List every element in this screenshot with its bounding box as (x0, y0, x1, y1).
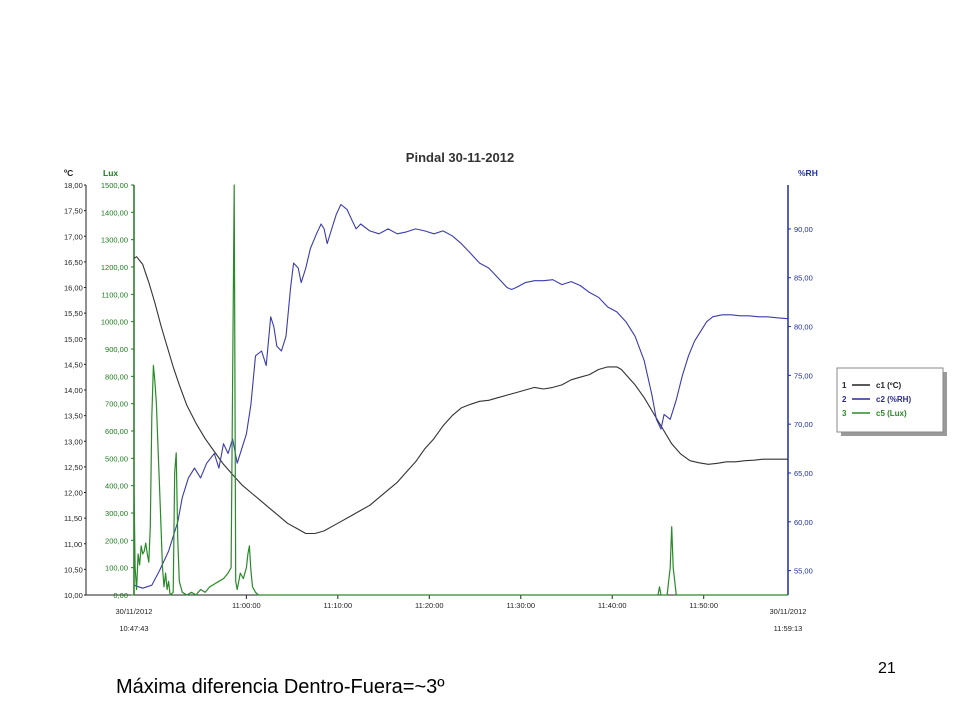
temp-axis-label: ºC (64, 168, 73, 178)
rh-tick-label: 75,00 (794, 371, 813, 380)
page-number: 21 (878, 660, 896, 677)
x-tick-label: 11:30:00 (506, 601, 535, 610)
rh-axis-label: %RH (798, 168, 818, 178)
lux-tick-label: 1500,00 (101, 181, 128, 190)
lux-tick-label: 1100,00 (101, 290, 128, 299)
lux-axis-label: Lux (103, 168, 118, 178)
chart-axes: ºC Lux %RH 10,00 10,50 11,00 11,50 12,00 12,50 13… (64, 168, 818, 633)
rh-tick-label: 65,00 (794, 469, 813, 478)
x-end-time: 11:59:13 (774, 624, 803, 633)
lux-tick-label: 500,00 (105, 454, 128, 463)
rh-tick-label: 90,00 (794, 225, 813, 234)
slide-caption: Máxima diferencia Dentro-Fuera=~3º (116, 676, 445, 698)
x-tick-label: 11:50:00 (689, 601, 718, 610)
legend-entry-label: c5 (Lux) (876, 409, 907, 418)
temp-tick-label: 14,50 (64, 360, 83, 369)
lux-tick-label: 1200,00 (101, 263, 128, 272)
temp-tick-label: 18,00 (64, 181, 83, 190)
legend[interactable]: 1 c1 (ºC) 2 c2 (%RH) 3 c5 (Lux) (836, 367, 947, 436)
chart-series (133, 184, 789, 596)
x-tick-label: 11:20:00 (415, 601, 444, 610)
lux-tick-label: 700,00 (105, 400, 128, 409)
temp-tick-label: 11,50 (64, 514, 82, 523)
lux-tick-label: 300,00 (105, 509, 128, 518)
temp-tick-label: 16,50 (64, 258, 83, 267)
rh-tick-label: 85,00 (794, 274, 813, 283)
rh-tick-label: 80,00 (794, 323, 813, 332)
temp-tick-label: 12,50 (64, 463, 83, 472)
temp-tick-label: 17,50 (64, 207, 83, 216)
lux-tick-label: 200,00 (105, 536, 128, 545)
temp-tick-label: 17,00 (64, 232, 83, 241)
lux-tick-label: 400,00 (105, 482, 128, 491)
legend-box (836, 367, 944, 433)
rh-tick-label: 70,00 (794, 420, 813, 429)
x-start-date: 30/11/2012 (116, 607, 153, 616)
x-end-date: 30/11/2012 (770, 607, 807, 616)
x-tick-label: 11:00:00 (232, 601, 261, 610)
lux-tick-label: 1300,00 (101, 236, 128, 245)
temp-tick-label: 10,00 (64, 591, 83, 600)
temp-tick-label: 10,50 (64, 565, 83, 574)
temp-tick-label: 14,00 (64, 386, 83, 395)
temp-tick-label: 12,00 (64, 489, 83, 498)
x-start-time: 10:47:43 (119, 624, 148, 633)
x-tick-label: 11:10:00 (324, 601, 353, 610)
legend-entry-label: c1 (ºC) (876, 381, 901, 390)
temp-tick-label: 13,00 (64, 437, 83, 446)
lux-tick-label: 0,00 (113, 591, 128, 600)
lux-tick-label: 1400,00 (101, 208, 128, 217)
chart-title: Pindal 30-11-2012 (406, 150, 514, 165)
legend-entry-number: 2 (842, 395, 847, 404)
temp-tick-label: 11,00 (64, 540, 82, 549)
lux-tick-label: 600,00 (105, 427, 128, 436)
legend-entry-number: 1 (842, 381, 847, 390)
lux-tick-label: 800,00 (105, 372, 128, 381)
rh-tick-label: 60,00 (794, 518, 813, 527)
legend-entry-number: 3 (842, 409, 847, 418)
series-line-humidity (133, 203, 789, 589)
x-tick-label: 11:40:00 (598, 601, 627, 610)
lux-tick-label: 1000,00 (101, 318, 128, 327)
lux-tick-label: 100,00 (105, 564, 128, 573)
rh-tick-label: 55,00 (794, 567, 813, 576)
legend-entry-label: c2 (%RH) (876, 395, 911, 404)
lux-tick-label: 900,00 (105, 345, 128, 354)
temp-tick-label: 15,50 (64, 309, 83, 318)
temp-tick-label: 16,00 (64, 284, 83, 293)
temp-tick-label: 15,00 (64, 335, 83, 344)
temp-tick-label: 13,50 (64, 412, 83, 421)
series-line-lux (133, 184, 788, 596)
